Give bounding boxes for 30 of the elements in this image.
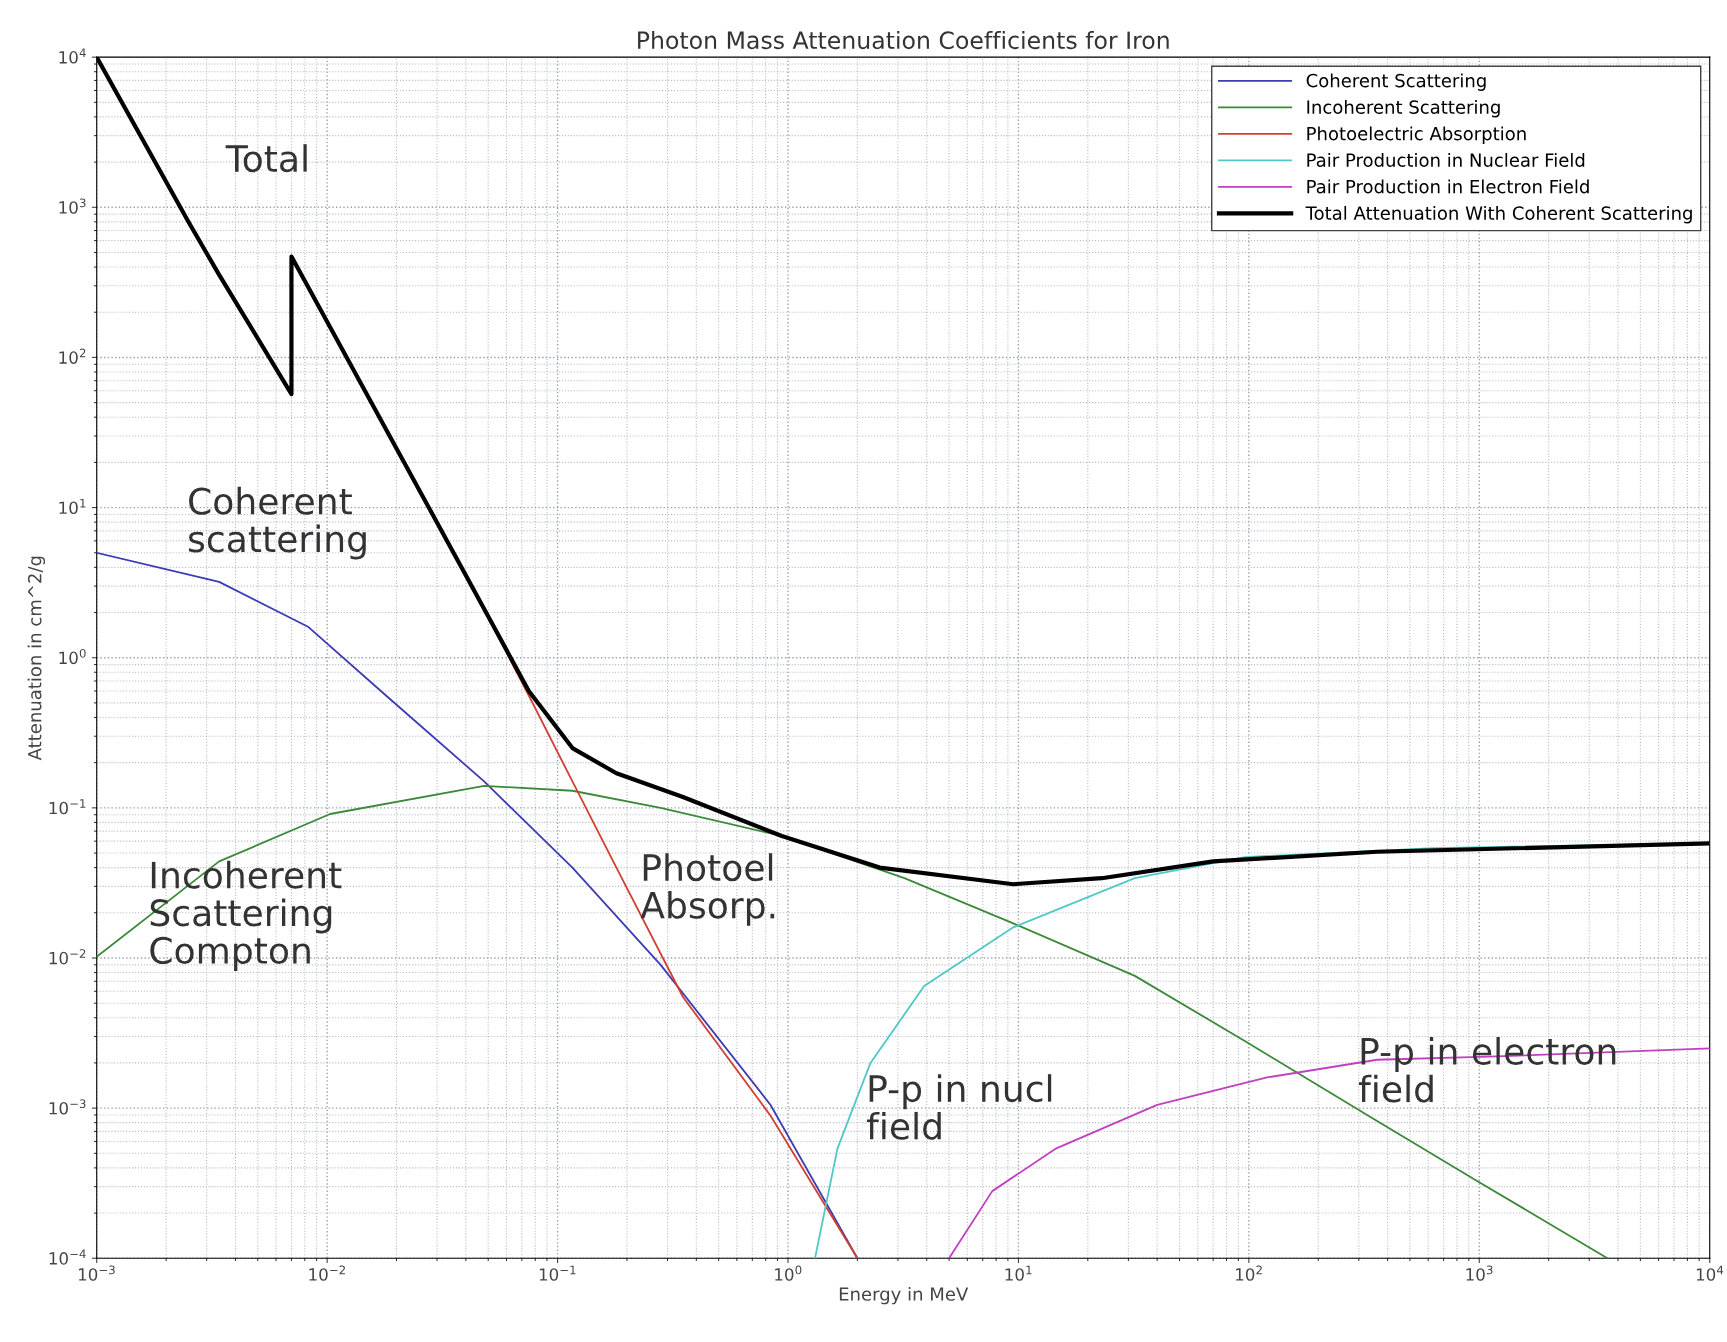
annotation: Photoel Absorp. [640,853,775,926]
y-tick-label: 10$^{−4}$ [49,1249,86,1265]
x-tick-label: 10$^{−1}$ [539,1265,576,1281]
y-tick-label: 10$^{0}$ [59,648,86,665]
legend-label: Incoherent Scattering [1307,99,1500,118]
legend-label: Total Attenuation With Coherent Scattering [1305,205,1692,224]
legend-label: Pair Production in Electron Field [1307,179,1589,194]
chart-title: Photon Mass Attenuation Coefficients for Iron [638,30,1169,50]
y-tick-label: 10$^{−1}$ [49,799,86,815]
y-tick-label: 10$^{1}$ [59,498,86,515]
x-tick-label: 10$^{1}$ [1005,1265,1032,1281]
annotation: Total [225,144,307,173]
legend-label: Coherent Scattering [1306,73,1486,91]
x-tick-label: 10$^{4}$ [1696,1265,1724,1281]
y-tick-label: 10$^{4}$ [59,48,86,64]
y-tick-label: 10$^{−2}$ [49,949,86,965]
legend-label: Photoelectric Absorption [1307,126,1526,144]
y-tick-label: 10$^{−3}$ [49,1099,86,1115]
x-tick-label: 10$^{−3}$ [78,1265,115,1281]
legend-label: Pair Production in Nuclear Field [1307,152,1585,167]
x-axis-title: Energy in MeV [839,1286,969,1305]
annotation: P-p in nucl field [866,1074,1052,1140]
x-tick-label: 10$^{−2}$ [309,1265,345,1281]
y-tick-label: 10$^{3}$ [59,198,86,214]
y-tick-label: 10$^{2}$ [59,348,86,364]
x-tick-label: 10$^{2}$ [1236,1265,1262,1281]
x-tick-label: 10$^{3}$ [1466,1265,1493,1281]
annotation: Coherent scattering [189,486,366,560]
x-tick-label: 10$^{0}$ [775,1265,802,1281]
y-axis-title: Attenuation in cm^2/g [27,556,46,761]
